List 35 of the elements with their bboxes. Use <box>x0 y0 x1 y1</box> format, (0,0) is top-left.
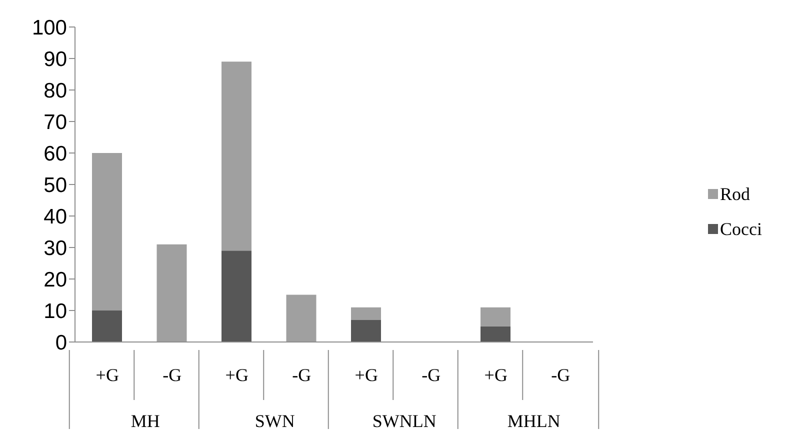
x-tick-label: -G <box>292 365 312 385</box>
y-tick-label: 20 <box>44 268 67 292</box>
bar <box>351 307 381 320</box>
legend-label: Rod <box>720 184 750 204</box>
bar <box>156 244 187 342</box>
y-tick-label: 60 <box>44 142 67 166</box>
x-tick-label: +G <box>354 365 378 385</box>
y-tick-label: 70 <box>44 110 67 134</box>
legend-label: Cocci <box>720 218 762 240</box>
bar <box>480 326 510 342</box>
y-tick-label: 40 <box>44 205 67 228</box>
y-tick-label: 90 <box>44 48 67 71</box>
text: SWNLN <box>372 411 436 431</box>
y-tick-label: 30 <box>44 236 67 260</box>
bar <box>286 294 316 342</box>
x-tick-label: -G <box>551 365 570 385</box>
x-tick-label: +G <box>225 365 248 385</box>
bar <box>92 310 122 342</box>
x-tick-label: +G <box>484 365 508 385</box>
bar <box>92 153 122 310</box>
bar <box>351 320 381 342</box>
text: MH <box>130 411 160 431</box>
y-tick-label: 50 <box>44 174 67 197</box>
x-tick-label: -G <box>422 365 441 385</box>
y-tick-label: 10 <box>44 300 67 323</box>
bar <box>222 62 252 251</box>
bar <box>480 307 510 326</box>
y-tick-label: 80 <box>44 79 67 102</box>
text: MHLN <box>507 411 560 431</box>
x-tick-label: +G <box>96 365 119 385</box>
text: SWN <box>254 411 295 431</box>
y-tick-label: 100 <box>32 16 67 40</box>
x-tick-label: -G <box>162 365 182 385</box>
y-tick-label: 0 <box>55 331 67 354</box>
bar <box>222 250 252 342</box>
